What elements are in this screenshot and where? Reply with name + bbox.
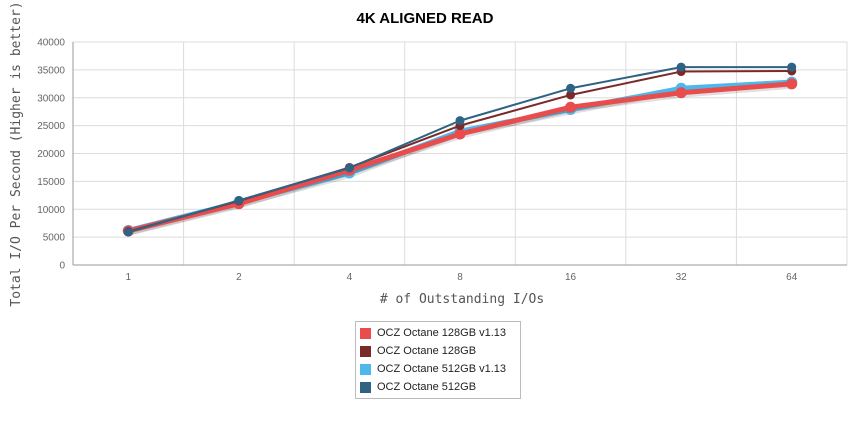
data-point <box>676 62 686 72</box>
y-tick-labels: 0 5000 10000 15000 20000 25000 30000 35000 40000 <box>37 38 65 272</box>
legend-label: OCZ Octane 512GB <box>377 381 477 393</box>
series-4 <box>123 62 797 237</box>
legend-swatch <box>360 363 371 375</box>
y-axis-title: Total I/O Per Second (Higher is better) <box>9 1 24 306</box>
y-tick-label: 5000 <box>43 233 66 244</box>
y-tick-label: 25000 <box>37 121 65 132</box>
y-tick-label: 35000 <box>37 65 65 76</box>
x-tick-label: 4 <box>347 272 353 283</box>
data-point <box>344 163 354 173</box>
legend-swatch <box>360 345 371 357</box>
data-point <box>565 101 577 113</box>
data-point <box>454 128 466 140</box>
data-point <box>566 83 576 93</box>
x-axis-title: # of Outstanding I/Os <box>380 292 544 307</box>
legend-label: OCZ Octane 512GB v1.13 <box>377 363 507 375</box>
axes <box>72 42 847 266</box>
data-point <box>234 195 244 205</box>
y-tick-label: 20000 <box>37 149 65 160</box>
x-tick-label: 32 <box>676 272 688 283</box>
x-tick-label: 16 <box>565 272 577 283</box>
legend-label: OCZ Octane 128GB v1.13 <box>377 327 507 339</box>
data-point <box>786 78 798 90</box>
data-point <box>123 227 133 237</box>
y-tick-label: 40000 <box>37 38 65 49</box>
grid-lines <box>72 41 848 266</box>
x-tick-label: 64 <box>786 272 798 283</box>
legend-swatch <box>360 327 371 339</box>
data-point <box>787 62 797 72</box>
series-line-shadow <box>127 82 792 236</box>
legend-swatch <box>360 381 371 393</box>
y-tick-label: 10000 <box>37 205 65 216</box>
x-tick-labels: 1 2 4 8 16 32 64 <box>126 272 798 283</box>
x-tick-label: 2 <box>236 272 242 283</box>
legend: OCZ Octane 128GB v1.13 OCZ Octane 128GB OC… <box>355 321 521 399</box>
legend-item: OCZ Octane 128GB <box>360 342 516 360</box>
x-tick-label: 8 <box>457 272 463 283</box>
x-tick-label: 1 <box>126 272 132 283</box>
data-point <box>675 87 687 99</box>
data-point <box>455 116 465 126</box>
legend-item: OCZ Octane 512GB <box>360 378 516 396</box>
series-lines <box>122 62 798 237</box>
y-tick-label: 0 <box>59 261 65 272</box>
data-point <box>566 90 576 100</box>
series-1 <box>122 78 798 237</box>
legend-item: OCZ Octane 512GB v1.13 <box>360 360 516 378</box>
y-tick-label: 15000 <box>37 177 65 188</box>
legend-item: OCZ Octane 128GB v1.13 <box>360 324 516 342</box>
y-tick-label: 30000 <box>37 93 65 104</box>
chart-title: 4K ALIGNED READ <box>356 10 494 27</box>
legend-label: OCZ Octane 128GB <box>377 345 477 357</box>
